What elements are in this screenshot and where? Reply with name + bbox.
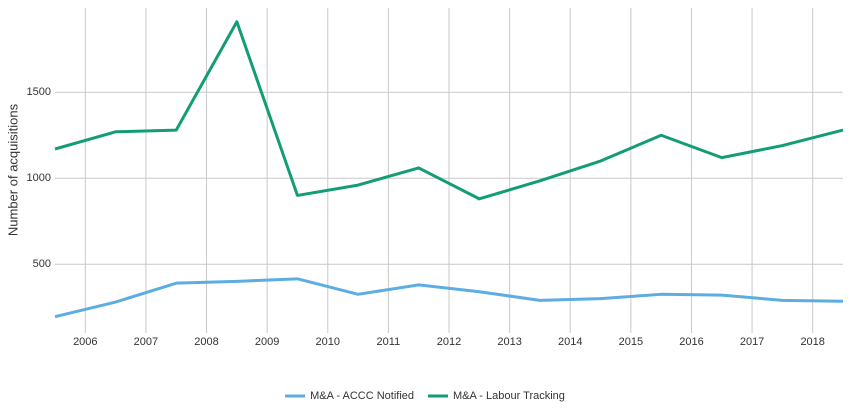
y-tick-label: 1000 (27, 172, 51, 184)
x-tick-label: 2006 (73, 336, 97, 348)
y-tick-label: 1500 (27, 86, 51, 98)
series-line (54, 277, 844, 319)
x-tick-label: 2007 (134, 336, 158, 348)
x-tick-label: 2015 (619, 336, 643, 348)
x-tick-label: 2008 (194, 336, 218, 348)
x-tick-label: 2012 (437, 336, 461, 348)
y-tick-label: 500 (33, 258, 51, 270)
x-tick-label: 2011 (377, 336, 401, 348)
x-tick-label: 2014 (558, 336, 582, 348)
x-tick-label: 2013 (497, 336, 521, 348)
x-tick-label: 2009 (255, 336, 279, 348)
x-tick-label: 2018 (800, 336, 824, 348)
x-tick-label: 2017 (740, 336, 764, 348)
legend: M&A - ACCC Notified M&A - Labour Tracking (285, 390, 565, 402)
x-tick-label: 2010 (316, 336, 340, 348)
series-line (54, 20, 844, 201)
legend-label: M&A - ACCC Notified (310, 390, 414, 402)
x-tick-label: 2016 (679, 336, 703, 348)
legend-label: M&A - Labour Tracking (453, 390, 565, 402)
y-axis-label: Number of acquisitions (5, 103, 20, 236)
